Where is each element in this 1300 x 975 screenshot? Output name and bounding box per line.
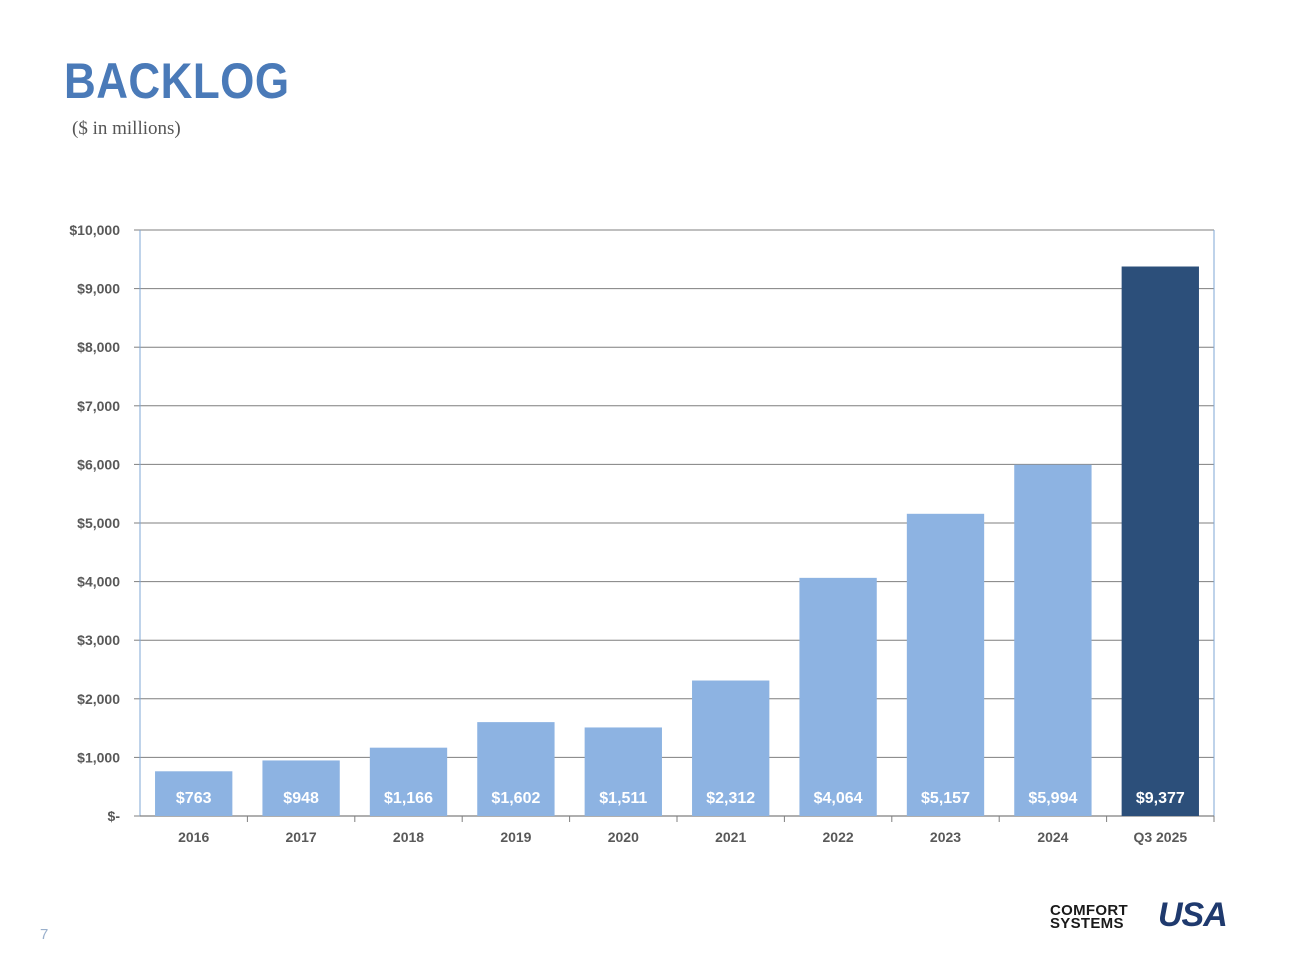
x-tick-label: 2018 [393, 829, 424, 845]
company-logo: COMFORT SYSTEMS USA [1050, 896, 1245, 936]
x-tick-label: 2017 [286, 829, 317, 845]
bar-2018 [369, 747, 448, 816]
data-label: $948 [283, 790, 319, 807]
x-tick-label: 2022 [823, 829, 854, 845]
bar-2016 [155, 771, 233, 816]
x-tick-label: 2024 [1037, 829, 1068, 845]
x-tick-label: 2016 [178, 829, 209, 845]
x-tick-label: 2020 [608, 829, 639, 845]
bar-2022 [799, 577, 877, 816]
x-tick-label: 2023 [930, 829, 961, 845]
x-tick-label: 2019 [500, 829, 531, 845]
y-tick-label: $1,000 [77, 749, 120, 765]
page-number: 7 [40, 926, 49, 943]
x-tick-label: 2021 [715, 829, 746, 845]
data-label: $1,166 [384, 790, 433, 807]
bar-2023 [906, 513, 985, 816]
y-tick-label: $5,000 [77, 515, 120, 531]
bar-2024 [1014, 464, 1092, 816]
page-subtitle: ($ in millions) [72, 118, 181, 139]
data-label: $9,377 [1136, 790, 1185, 807]
bar-2017 [262, 760, 340, 816]
bar-2020 [584, 727, 662, 816]
logo-usa-mark: USA [1158, 896, 1228, 934]
data-label: $4,064 [814, 790, 863, 807]
data-label: $1,602 [491, 790, 540, 807]
logo-line-1: COMFORT [1050, 902, 1128, 919]
y-tick-label: $7,000 [77, 398, 120, 414]
bar-q3-2025 [1121, 266, 1199, 816]
y-tick-label: $10,000 [69, 222, 120, 238]
y-tick-label: $3,000 [77, 632, 120, 648]
y-tick-label: $6,000 [77, 456, 120, 472]
bar-2019 [477, 722, 555, 816]
y-tick-label: $- [108, 808, 121, 824]
bar-2021 [692, 680, 770, 816]
y-tick-label: $4,000 [77, 574, 120, 590]
y-tick-label: $2,000 [77, 691, 120, 707]
data-label: $2,312 [706, 790, 755, 807]
data-label: $5,994 [1028, 790, 1077, 807]
y-tick-label: $8,000 [77, 339, 120, 355]
y-tick-label: $9,000 [77, 281, 120, 297]
x-tick-label: Q3 2025 [1133, 829, 1187, 845]
logo-line-2: SYSTEMS [1050, 915, 1124, 932]
data-label: $1,511 [599, 790, 647, 807]
data-label: $5,157 [921, 790, 970, 807]
page-title: BACKLOG [64, 53, 290, 109]
data-label: $763 [176, 790, 212, 807]
